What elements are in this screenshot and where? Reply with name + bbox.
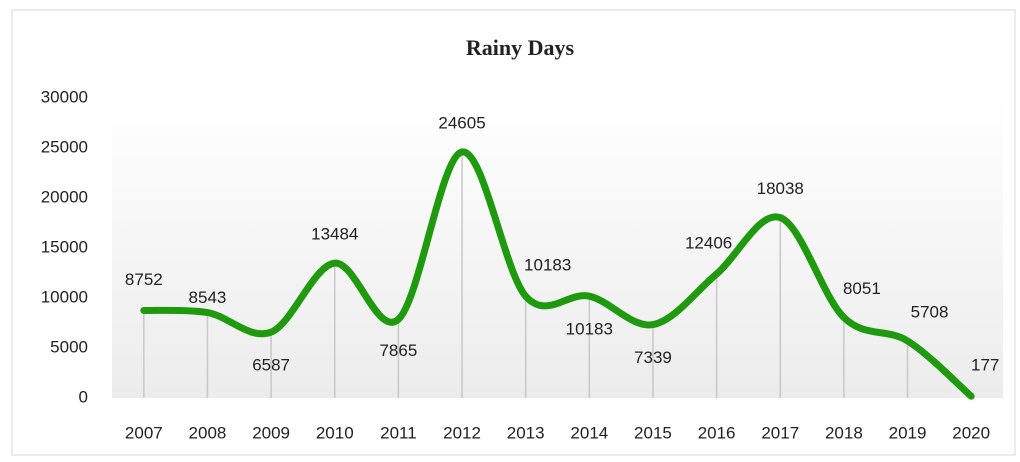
y-tick-label: 25000: [41, 137, 88, 156]
data-label: 10183: [566, 320, 613, 339]
data-label: 7865: [379, 341, 417, 360]
data-label: 8543: [189, 288, 227, 307]
data-label: 6587: [252, 356, 290, 375]
x-tick-label: 2018: [825, 423, 863, 442]
chart-title: Rainy Days: [466, 35, 575, 60]
line-series: [140, 148, 975, 400]
data-label: 18038: [757, 179, 804, 198]
x-tick-label: 2010: [316, 423, 354, 442]
y-tick-label: 5000: [50, 337, 88, 356]
x-tick-label: 2019: [889, 423, 927, 442]
x-tick-label: 2007: [125, 423, 163, 442]
y-tick-label: 10000: [41, 287, 88, 306]
x-tick-label: 2013: [507, 423, 545, 442]
y-tick-label: 20000: [41, 187, 88, 206]
x-tick-label: 2020: [952, 423, 990, 442]
x-tick-label: 2011: [380, 423, 417, 442]
data-label: 13484: [311, 225, 358, 244]
x-tick-label: 2012: [443, 423, 481, 442]
data-label: 5708: [911, 302, 949, 321]
data-label: 8051: [843, 279, 881, 298]
data-label: 10183: [524, 256, 571, 275]
data-label: 177: [971, 356, 999, 375]
x-tick-label: 2015: [634, 423, 672, 442]
x-tick-label: 2014: [570, 423, 608, 442]
x-tick-label: 2017: [761, 423, 799, 442]
data-label: 7339: [634, 348, 672, 367]
data-label: 8752: [125, 270, 163, 289]
x-tick-label: 2008: [189, 423, 227, 442]
plot-area: [112, 98, 1003, 398]
y-tick-label: 30000: [41, 87, 88, 106]
y-tick-label: 15000: [41, 237, 88, 256]
data-label: 12406: [685, 233, 732, 252]
data-label: 24605: [438, 113, 485, 132]
y-tick-label: 0: [79, 387, 88, 406]
x-tick-label: 2009: [252, 423, 290, 442]
x-tick-label: 2016: [698, 423, 736, 442]
